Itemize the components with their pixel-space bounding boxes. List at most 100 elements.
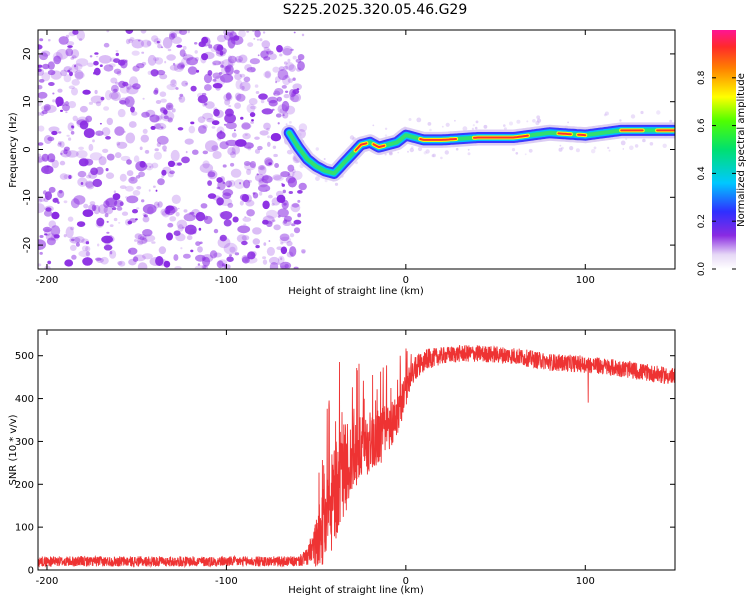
noise-blob xyxy=(239,81,251,92)
noise-blob xyxy=(190,85,197,92)
noise-blob xyxy=(95,101,102,107)
x-tick-label: 100 xyxy=(576,576,595,587)
noise-blob xyxy=(47,260,52,265)
noise-blob xyxy=(206,118,215,123)
noise-blob xyxy=(178,207,180,210)
noise-blob xyxy=(92,178,103,188)
noise-blob xyxy=(153,201,160,209)
noise-blob xyxy=(171,194,181,204)
noise-blob xyxy=(273,92,276,96)
noise-blob xyxy=(167,117,173,123)
noise-blob xyxy=(259,166,266,171)
noise-blob xyxy=(285,62,295,71)
noise-blob xyxy=(74,69,84,80)
noise-blob xyxy=(524,153,527,156)
noise-blob xyxy=(297,54,305,61)
noise-blob xyxy=(280,171,290,178)
noise-blob xyxy=(38,68,45,76)
noise-blob xyxy=(169,64,179,71)
noise-blob xyxy=(230,151,237,159)
noise-blob xyxy=(225,180,233,188)
noise-blob xyxy=(431,154,435,158)
y-tick-label: 200 xyxy=(15,480,34,491)
noise-blob xyxy=(115,50,119,52)
noise-blob xyxy=(173,254,179,261)
colorbar-tick-label: 0.8 xyxy=(697,70,707,85)
noise-blob xyxy=(103,42,110,48)
noise-blob xyxy=(246,103,256,114)
noise-blob xyxy=(105,168,109,172)
noise-blob xyxy=(282,48,292,56)
noise-blob xyxy=(188,125,196,134)
noise-blob xyxy=(95,130,104,136)
noise-blob xyxy=(227,55,237,64)
noise-blob xyxy=(292,55,297,60)
noise-blob xyxy=(237,225,251,234)
noise-blob xyxy=(417,146,423,152)
noise-blob xyxy=(217,180,226,191)
noise-blob xyxy=(236,93,246,102)
noise-blob xyxy=(234,73,243,81)
noise-blob xyxy=(137,262,148,269)
noise-blob xyxy=(75,242,80,247)
noise-blob xyxy=(161,175,165,178)
noise-blob xyxy=(129,218,137,223)
noise-blob xyxy=(41,165,54,175)
noise-blob xyxy=(179,93,184,97)
noise-blob xyxy=(117,108,126,118)
noise-blob xyxy=(67,45,73,48)
noise-blob xyxy=(289,233,295,238)
noise-blob xyxy=(204,102,208,106)
noise-blob xyxy=(114,152,122,159)
noise-blob xyxy=(92,139,95,143)
noise-blob xyxy=(105,90,112,101)
x-tick-label: -200 xyxy=(36,275,59,286)
noise-blob xyxy=(43,104,57,113)
noise-blob xyxy=(622,148,625,150)
noise-blob xyxy=(194,50,198,54)
noise-blob xyxy=(214,75,226,86)
noise-blob xyxy=(142,128,148,134)
noise-blob xyxy=(105,197,118,208)
x-tick-label: 0 xyxy=(403,576,409,587)
y-tick-label: 20 xyxy=(22,48,33,61)
noise-blob xyxy=(186,57,199,66)
noise-blob xyxy=(234,252,240,256)
noise-blob xyxy=(160,46,164,49)
noise-blob xyxy=(177,224,184,232)
noise-blob xyxy=(154,148,159,152)
noise-blob xyxy=(349,135,355,140)
noise-blob xyxy=(222,164,227,168)
noise-blob xyxy=(258,93,268,100)
noise-blob xyxy=(642,138,646,143)
noise-blob xyxy=(145,109,156,118)
y-tick-label: 300 xyxy=(15,437,34,448)
noise-blob xyxy=(50,225,61,237)
noise-blob xyxy=(239,73,246,78)
noise-blob xyxy=(282,114,285,117)
noise-blob xyxy=(169,170,175,175)
signal-core-red xyxy=(372,143,386,149)
noise-blob xyxy=(251,119,254,122)
noise-blob xyxy=(249,112,256,118)
noise-blob xyxy=(118,80,126,88)
noise-blob xyxy=(41,72,51,82)
noise-blob xyxy=(268,240,271,242)
noise-blob xyxy=(266,209,278,219)
noise-blob xyxy=(281,85,287,89)
noise-blob xyxy=(48,186,56,193)
noise-blob xyxy=(40,111,45,116)
noise-blob xyxy=(225,122,237,130)
x-tick-label: -200 xyxy=(36,576,59,587)
noise-blob xyxy=(70,226,75,231)
noise-blob xyxy=(165,102,174,111)
noise-blob xyxy=(60,152,63,155)
noise-blob xyxy=(526,120,529,123)
noise-blob xyxy=(249,58,260,65)
noise-blob xyxy=(454,119,456,122)
noise-blob xyxy=(224,99,231,106)
noise-blob xyxy=(608,149,611,152)
noise-blob xyxy=(384,134,388,137)
noise-blob xyxy=(155,115,162,122)
noise-blob xyxy=(280,246,288,255)
